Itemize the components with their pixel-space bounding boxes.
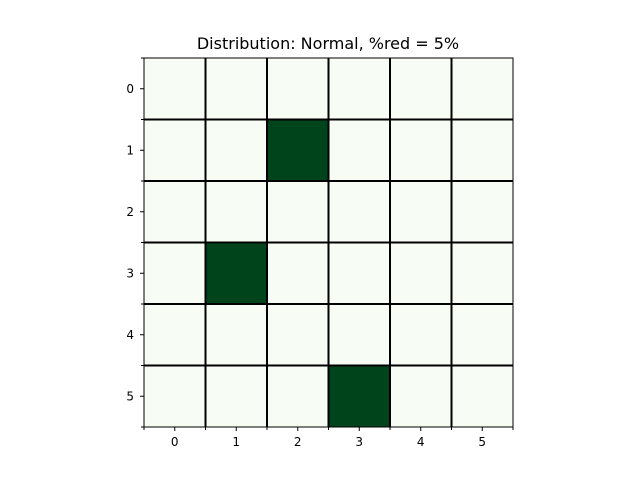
heatmap-cell-r2-c4 bbox=[390, 181, 452, 243]
heatmap-cell-r5-c1 bbox=[205, 365, 267, 427]
heatmap-cell-r2-c3 bbox=[328, 181, 390, 243]
cell-gridlines bbox=[144, 58, 513, 427]
heatmap-cell-r1-c3 bbox=[328, 119, 390, 181]
y-tick-label: 3 bbox=[126, 266, 134, 280]
heatmap-cell-r5-c3 bbox=[328, 365, 390, 427]
heatmap-cell-r5-c0 bbox=[144, 365, 206, 427]
heatmap-cell-r2-c0 bbox=[144, 181, 206, 243]
heatmap-cell-r0-c0 bbox=[144, 58, 206, 120]
x-tick-label: 4 bbox=[417, 435, 425, 449]
heatmap-cell-r1-c0 bbox=[144, 119, 206, 181]
heatmap-cell-r3-c5 bbox=[451, 242, 513, 304]
heatmap-cell-r0-c1 bbox=[205, 58, 267, 120]
y-tick-label: 1 bbox=[126, 143, 134, 157]
heatmap-cell-r0-c2 bbox=[267, 58, 329, 120]
x-tick-label: 3 bbox=[355, 435, 363, 449]
heatmap-cell-r3-c0 bbox=[144, 242, 206, 304]
y-tick-label: 4 bbox=[126, 328, 134, 342]
heatmap-cell-r0-c5 bbox=[451, 58, 513, 120]
heatmap-cell-r0-c4 bbox=[390, 58, 452, 120]
x-tick-label: 2 bbox=[294, 435, 302, 449]
heatmap-cell-r0-c3 bbox=[328, 58, 390, 120]
heatmap-cell-r3-c4 bbox=[390, 242, 452, 304]
heatmap-cell-r2-c1 bbox=[205, 181, 267, 243]
heatmap-cell-r1-c1 bbox=[205, 119, 267, 181]
y-tick-label: 5 bbox=[126, 389, 134, 403]
heatmap-cell-r2-c2 bbox=[267, 181, 329, 243]
x-tick-label: 0 bbox=[171, 435, 179, 449]
y-tick-label: 0 bbox=[126, 82, 134, 96]
y-axis: 0 1 2 3 4 5 bbox=[126, 57, 144, 428]
heatmap-cell-r4-c4 bbox=[390, 304, 452, 366]
heatmap-cell-r3-c1 bbox=[205, 242, 267, 304]
chart-title: Distribution: Normal, %red = 5% bbox=[197, 34, 459, 53]
x-tick-label: 5 bbox=[478, 435, 486, 449]
heatmap-cell-r4-c1 bbox=[205, 304, 267, 366]
heatmap-cell-r4-c0 bbox=[144, 304, 206, 366]
heatmap-cell-r1-c5 bbox=[451, 119, 513, 181]
heatmap-cell-r1-c4 bbox=[390, 119, 452, 181]
heatmap-cell-r5-c2 bbox=[267, 365, 329, 427]
heatmap-cell-r4-c3 bbox=[328, 304, 390, 366]
heatmap-cell-r5-c4 bbox=[390, 365, 452, 427]
heatmap-cell-r3-c2 bbox=[267, 242, 329, 304]
heatmap-cell-r4-c2 bbox=[267, 304, 329, 366]
heatmap-cell-r1-c2 bbox=[267, 119, 329, 181]
heatmap-cell-r3-c3 bbox=[328, 242, 390, 304]
heatmap-cell-r2-c5 bbox=[451, 181, 513, 243]
y-tick-label: 2 bbox=[126, 205, 134, 219]
x-axis: 0 1 2 3 4 5 bbox=[143, 427, 514, 449]
heatmap-cell-r4-c5 bbox=[451, 304, 513, 366]
heatmap-cell-r5-c5 bbox=[451, 365, 513, 427]
heatmap-cells bbox=[144, 58, 513, 427]
x-tick-label: 1 bbox=[232, 435, 240, 449]
